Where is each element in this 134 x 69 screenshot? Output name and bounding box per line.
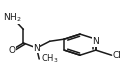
Text: O: O	[9, 47, 16, 55]
Text: NH$_2$: NH$_2$	[3, 11, 22, 24]
Text: N: N	[92, 37, 99, 46]
Text: N: N	[33, 44, 40, 53]
Text: Cl: Cl	[113, 51, 122, 60]
Text: CH$_3$: CH$_3$	[40, 53, 58, 65]
